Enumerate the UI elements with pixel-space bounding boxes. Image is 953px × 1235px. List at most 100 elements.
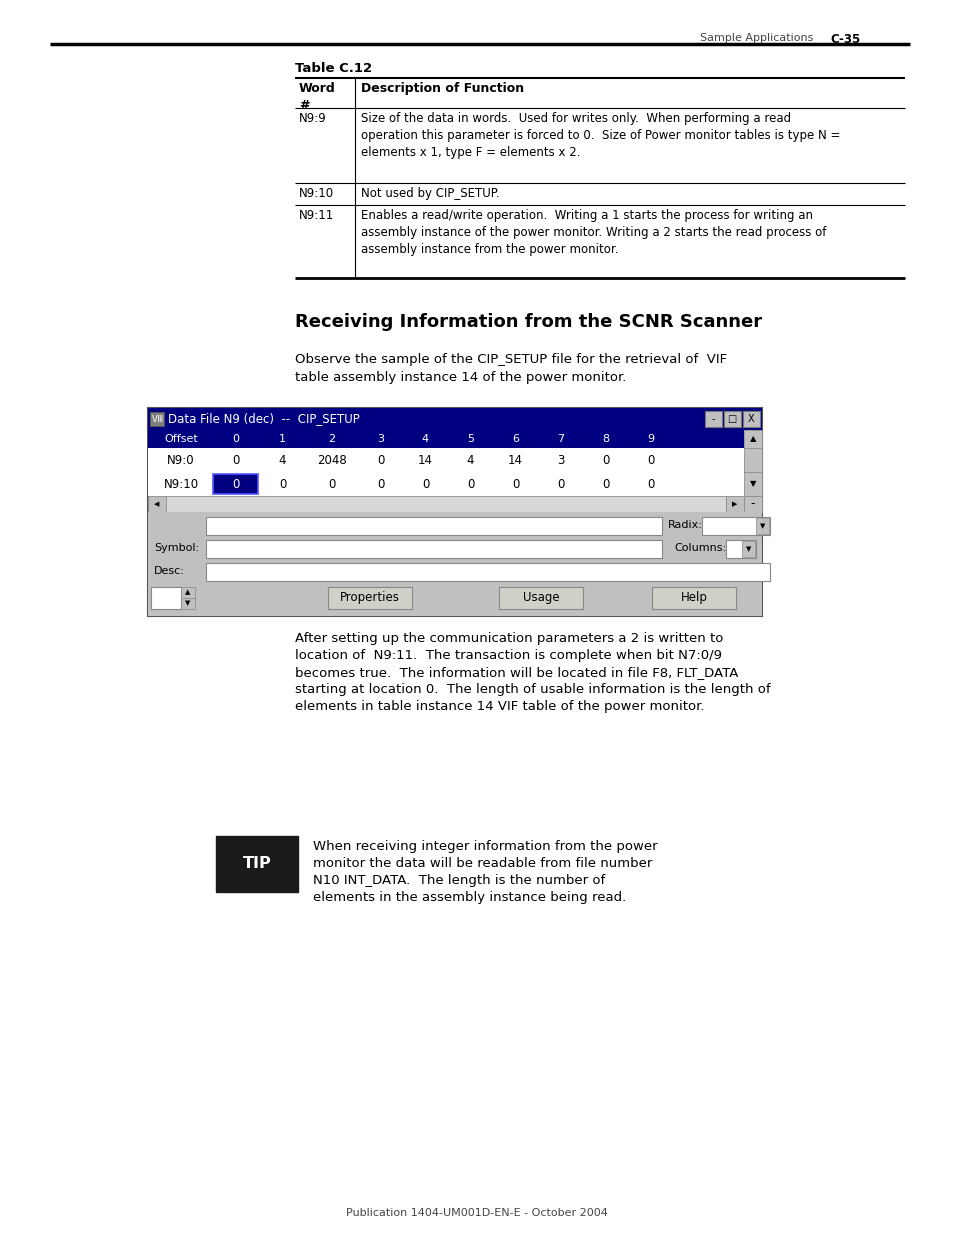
Bar	[215, 836, 297, 892]
Text: Observe the sample of the CIP_SETUP file for the retrieval of  VIF: Observe the sample of the CIP_SETUP file…	[294, 353, 726, 366]
Text: ▼: ▼	[749, 479, 756, 489]
Bar	[166, 496, 725, 513]
Text: 4: 4	[278, 453, 286, 467]
Bar	[742, 411, 760, 427]
Text: 4: 4	[421, 433, 429, 445]
Text: 3: 3	[376, 433, 384, 445]
Text: 0: 0	[557, 478, 563, 490]
Bar	[148, 513, 761, 616]
Bar	[725, 540, 755, 558]
Bar	[148, 408, 761, 616]
Text: N9:11: N9:11	[298, 209, 334, 222]
Text: 0: 0	[278, 478, 286, 490]
Text: Word
#: Word #	[298, 82, 335, 112]
Text: Table C.12: Table C.12	[294, 62, 372, 75]
Text: 4: 4	[466, 453, 474, 467]
Text: 0: 0	[232, 453, 239, 467]
Text: 7: 7	[557, 433, 563, 445]
Text: Description of Function: Description of Function	[360, 82, 523, 95]
Text: Properties: Properties	[339, 592, 399, 604]
Text: ▼: ▼	[745, 546, 751, 552]
Text: N9: N9	[154, 592, 171, 601]
Text: Offset: Offset	[164, 433, 197, 445]
Bar	[206, 540, 661, 558]
Bar	[701, 517, 769, 535]
Text: ▼: ▼	[185, 600, 191, 606]
Text: 0: 0	[511, 478, 518, 490]
Text: Decimal: Decimal	[704, 520, 747, 530]
Text: Enables a read/write operation.  Writing a 1 starts the process for writing an
a: Enables a read/write operation. Writing …	[360, 209, 825, 256]
Text: 0: 0	[466, 478, 474, 490]
Text: TIP: TIP	[242, 857, 271, 872]
Bar	[743, 472, 761, 496]
Text: 3: 3	[557, 453, 563, 467]
Text: 0: 0	[421, 478, 429, 490]
Text: Symbol:: Symbol:	[153, 543, 199, 553]
Text: 14: 14	[417, 453, 433, 467]
Text: Publication 1404-UM001D-EN-E - October 2004: Publication 1404-UM001D-EN-E - October 2…	[346, 1208, 607, 1218]
Text: 1: 1	[278, 433, 286, 445]
Text: 10: 10	[728, 543, 741, 553]
Text: -: -	[750, 498, 755, 510]
Text: Receiving Information from the SCNR Scanner: Receiving Information from the SCNR Scan…	[294, 312, 761, 331]
Bar	[148, 472, 743, 496]
Bar	[328, 587, 412, 609]
Bar	[755, 517, 768, 534]
Text: Help: Help	[679, 592, 707, 604]
Text: ◀: ◀	[154, 501, 159, 508]
Text: ▲: ▲	[749, 435, 756, 443]
Text: 0: 0	[601, 453, 609, 467]
Text: Columns:: Columns:	[673, 543, 725, 553]
Text: N9:9: N9:9	[298, 112, 327, 125]
Text: N9:11: N9:11	[209, 520, 244, 534]
Text: 0: 0	[376, 478, 384, 490]
Bar	[206, 563, 769, 580]
Text: 6: 6	[512, 433, 518, 445]
Bar	[181, 587, 194, 598]
Text: 2048: 2048	[316, 453, 347, 467]
Text: ▲: ▲	[185, 589, 191, 595]
Bar	[743, 496, 761, 513]
Bar	[498, 587, 582, 609]
Text: When receiving integer information from the power
monitor the data will be reada: When receiving integer information from …	[313, 840, 657, 904]
Bar	[651, 587, 735, 609]
Text: 5: 5	[467, 433, 474, 445]
Bar	[213, 474, 257, 494]
Text: Ⅷ: Ⅷ	[152, 415, 162, 424]
Text: N9:0: N9:0	[167, 453, 194, 467]
Text: ▼: ▼	[760, 522, 765, 529]
Text: Size of the data in words.  Used for writes only.  When performing a read
operat: Size of the data in words. Used for writ…	[360, 112, 840, 159]
Text: N9:10: N9:10	[298, 186, 334, 200]
Bar	[743, 448, 761, 472]
Bar	[148, 496, 166, 513]
Text: 0: 0	[646, 453, 654, 467]
Bar	[206, 517, 661, 535]
Text: 14: 14	[507, 453, 522, 467]
Text: 8: 8	[601, 433, 608, 445]
Text: table assembly instance 14 of the power monitor.: table assembly instance 14 of the power …	[294, 370, 626, 384]
Bar	[148, 448, 743, 472]
Text: 0: 0	[376, 453, 384, 467]
Bar	[181, 598, 194, 609]
Text: ▶: ▶	[732, 501, 737, 508]
Text: 0: 0	[232, 433, 239, 445]
Bar	[743, 430, 761, 448]
Text: Data File N9 (dec)  --  CIP_SETUP: Data File N9 (dec) -- CIP_SETUP	[168, 412, 359, 425]
Text: C-35: C-35	[829, 33, 860, 46]
Text: Sample Applications: Sample Applications	[700, 33, 813, 43]
Text: N9:10: N9:10	[163, 478, 198, 490]
Bar	[723, 411, 740, 427]
Text: Usage: Usage	[522, 592, 558, 604]
Text: □: □	[726, 414, 736, 424]
Bar	[148, 408, 761, 430]
Text: Not used by CIP_SETUP.: Not used by CIP_SETUP.	[360, 186, 499, 200]
Text: X: X	[747, 414, 754, 424]
Text: 0: 0	[646, 478, 654, 490]
Bar	[704, 411, 721, 427]
Text: Desc:: Desc:	[153, 566, 185, 576]
Text: 2: 2	[328, 433, 335, 445]
Bar	[148, 430, 743, 448]
Text: After setting up the communication parameters a 2 is written to
location of  N9:: After setting up the communication param…	[294, 632, 770, 713]
Text: 0: 0	[601, 478, 609, 490]
Bar	[150, 412, 164, 426]
